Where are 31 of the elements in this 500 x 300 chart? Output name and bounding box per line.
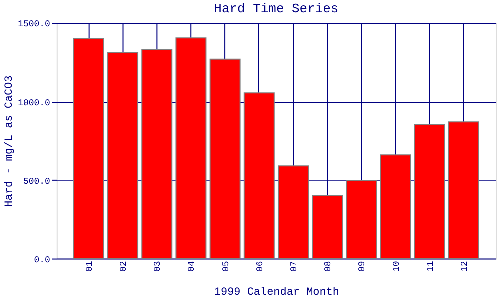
bar	[142, 49, 173, 260]
x-tick-label: 08	[324, 261, 334, 272]
bar	[176, 38, 207, 260]
bar	[448, 122, 480, 260]
x-tick-label: 05	[221, 261, 232, 272]
x-tick-label: 01	[84, 261, 95, 272]
y-tick-label: 1500.0	[18, 20, 50, 30]
x-tick-label: 02	[119, 261, 130, 272]
x-tick-label: 10	[392, 261, 402, 272]
x-tick-label: 07	[289, 261, 300, 272]
x-tick-label: 11	[426, 261, 436, 272]
bar	[312, 195, 344, 260]
bar	[414, 124, 446, 260]
x-tick-label: 04	[187, 261, 198, 272]
x-axis-title: 1999 Calendar Month	[214, 287, 340, 300]
bar	[244, 92, 275, 260]
y-tick-label: 1000.0	[18, 98, 50, 108]
x-tick-label: 06	[255, 261, 266, 272]
x-tick-label: 09	[358, 261, 368, 272]
bar	[210, 58, 241, 260]
y-tick-label: 0.0	[34, 255, 50, 266]
bar	[73, 38, 104, 260]
y-axis-title: Hard - mg/L as CaCO3	[4, 76, 16, 208]
bar	[346, 180, 378, 260]
x-tick-label: 03	[153, 261, 164, 272]
chart-title: Hard Time Series	[214, 1, 339, 16]
bar	[108, 52, 139, 260]
bar	[380, 154, 412, 260]
bar	[278, 166, 309, 260]
x-tick-label: 12	[460, 261, 470, 272]
y-tick-label: 500.0	[23, 176, 50, 187]
